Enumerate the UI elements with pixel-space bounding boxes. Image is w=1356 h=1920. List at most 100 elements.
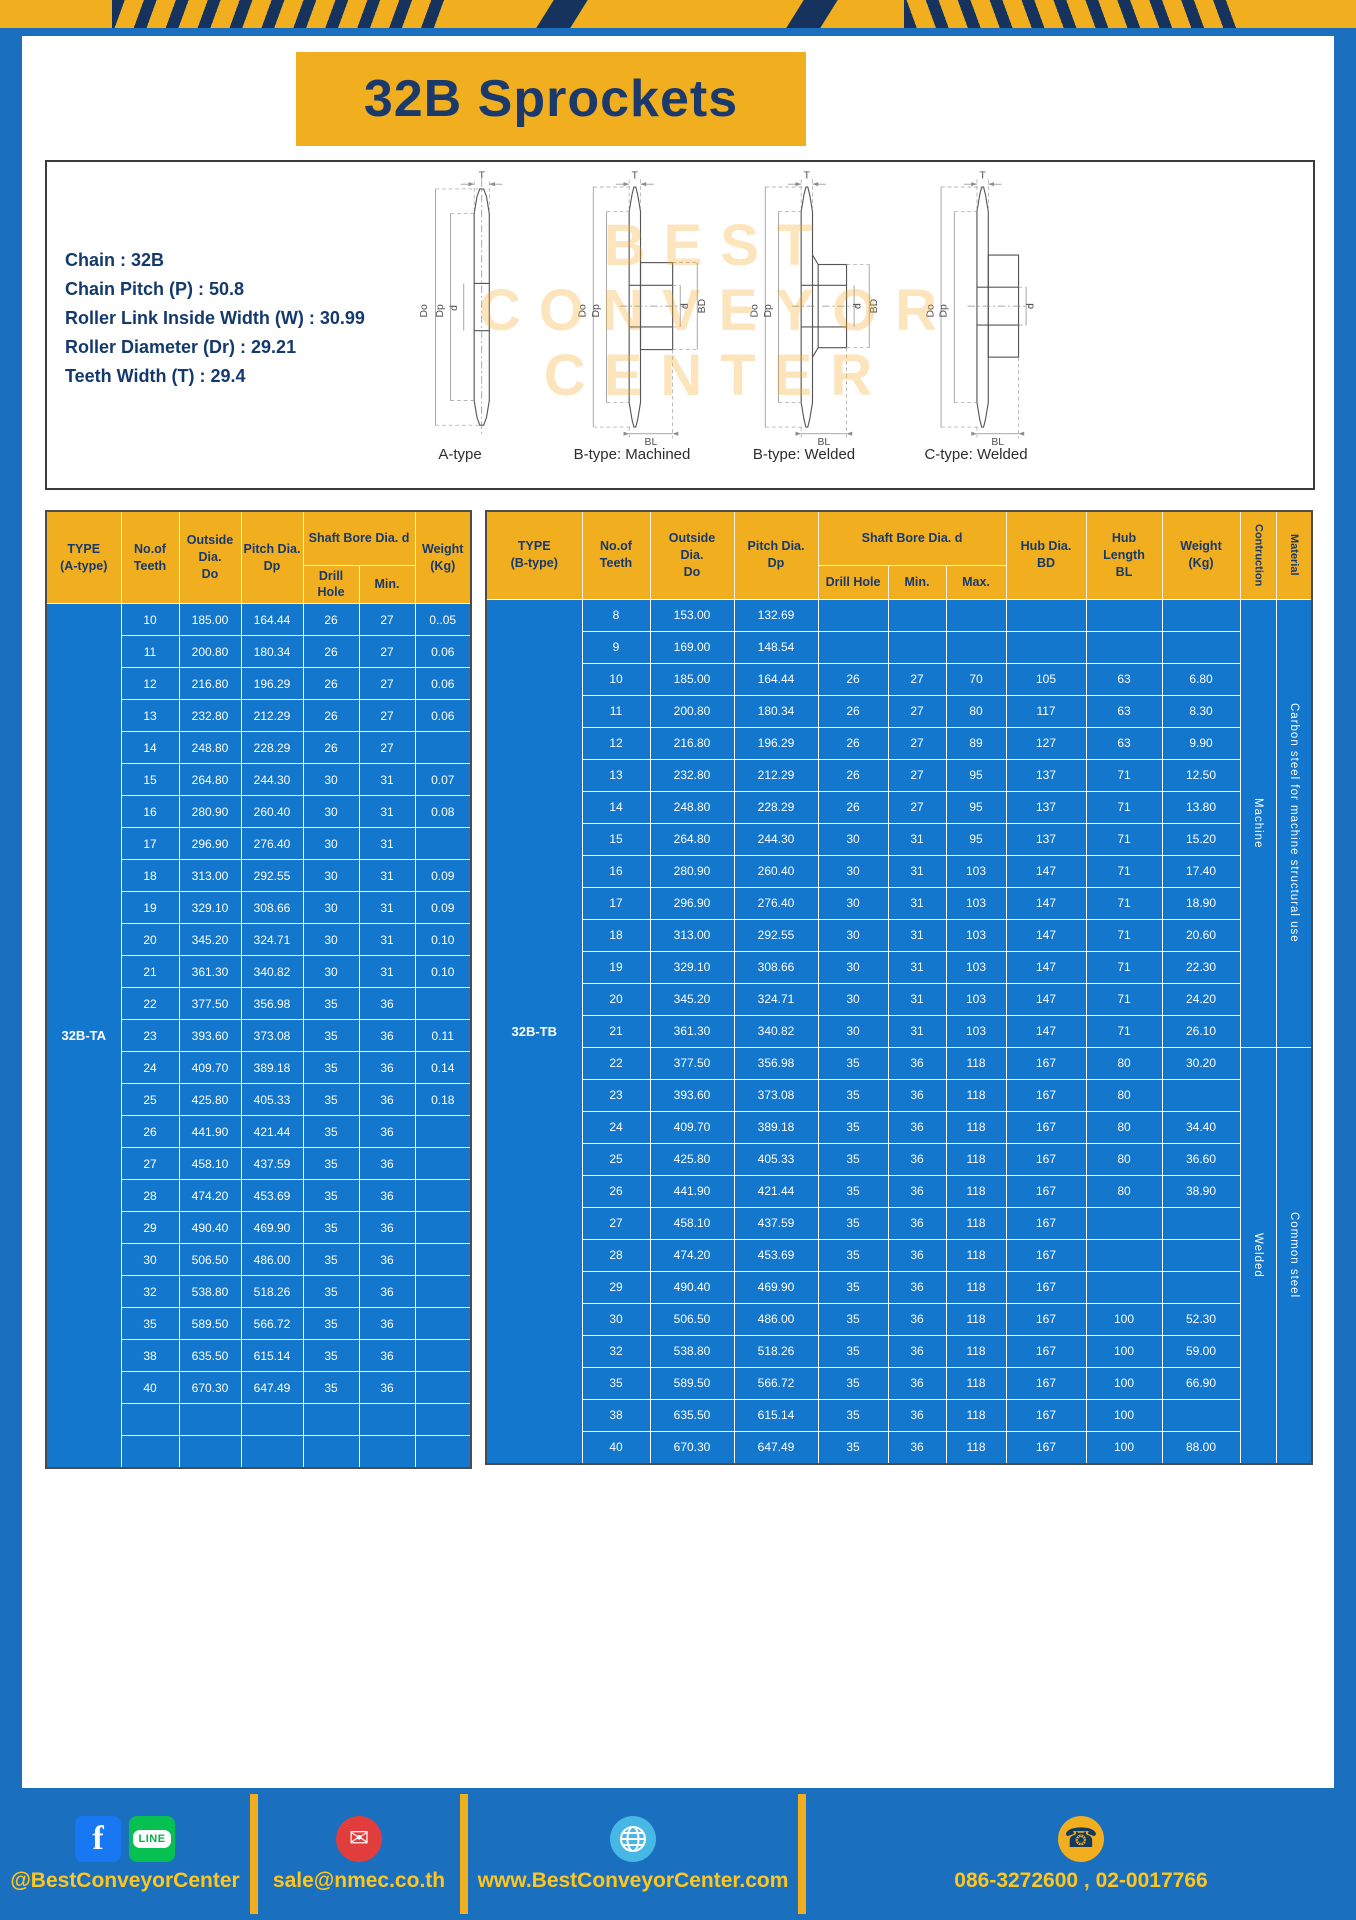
globe-icon[interactable] — [610, 1815, 656, 1862]
diagram-slot-b-type-machined: T Do Dp d — [549, 170, 715, 463]
table-cell: 164.44 — [733, 662, 819, 696]
dim-label: Dp — [435, 304, 446, 317]
table-a-body: 32B-TA 10 185.00 164.44 26 27 0..05 11 200.80 180… — [45, 603, 472, 1469]
table-cell: 31 — [358, 891, 416, 925]
table-cell — [1161, 1206, 1241, 1240]
line-icon-label: LINE — [133, 1829, 171, 1848]
table-cell: 296.90 — [178, 827, 242, 861]
table-cell: 361.30 — [178, 955, 242, 989]
table-cell: 118 — [945, 1302, 1007, 1336]
table-cell: 10 — [581, 662, 651, 696]
table-cell — [414, 1147, 472, 1181]
table-cell: 167 — [1005, 1398, 1087, 1432]
table-cell: 89 — [945, 726, 1007, 760]
line-icon[interactable]: LINE — [129, 1815, 175, 1862]
table-row: 32 538.80 518.26 35 36 — [46, 1275, 472, 1309]
facebook-icon[interactable]: f — [75, 1815, 121, 1862]
table-cell: 23 — [120, 1019, 180, 1053]
table-cell: 17 — [581, 886, 651, 920]
table-cell: 228.29 — [240, 731, 304, 765]
table-row: 15 264.80 244.30 30 31 95 137 71 15.20 — [486, 822, 1312, 856]
table-cell: 409.70 — [178, 1051, 242, 1085]
table-cell: 36 — [887, 1366, 947, 1400]
table-cell: 31 — [358, 827, 416, 861]
table-cell: 29 — [120, 1211, 180, 1245]
diagram-label: B-type: Welded — [752, 446, 856, 463]
table-cell: 15 — [120, 763, 180, 797]
website-url[interactable]: www.BestConveyorCenter.com — [477, 1868, 789, 1892]
table-cell: 453.69 — [240, 1179, 304, 1213]
table-cell: 118 — [945, 1430, 1007, 1464]
diagram-slot-b-type-welded: T Do Dp d BD — [721, 170, 887, 463]
globe-glyph — [620, 1825, 646, 1852]
table-cell: 31 — [887, 918, 947, 952]
dim-label: Do — [750, 304, 761, 317]
table-cell: 38 — [581, 1398, 651, 1432]
footer-divider — [250, 1794, 258, 1914]
table-cell — [302, 1403, 360, 1437]
table-cell: 132.69 — [733, 598, 819, 632]
phone-icon[interactable]: ☎ — [1058, 1815, 1104, 1862]
table-cell: 118 — [945, 1270, 1007, 1304]
table-cell: 409.70 — [649, 1110, 735, 1144]
table-cell: 118 — [945, 1366, 1007, 1400]
social-handle[interactable]: @BestConveyorCenter — [10, 1868, 240, 1892]
table-cell: 14 — [581, 790, 651, 824]
table-cell: 19 — [581, 950, 651, 984]
table-cell — [414, 1243, 472, 1277]
table-cell: 30.20 — [1161, 1046, 1241, 1080]
table-row: 22 377.50 356.98 35 36 118 167 80 30.20 Welded Com… — [486, 1046, 1313, 1464]
table-cell: 15 — [581, 822, 651, 856]
table-cell: 589.50 — [649, 1366, 735, 1400]
phone-numbers[interactable]: 086-3272600 , 02-0017766 — [954, 1868, 1208, 1892]
col-header-drill-hole: Drill Hole — [817, 564, 889, 600]
table-row: 23 393.60 373.08 35 36 118 167 80 — [486, 1078, 1312, 1112]
table-cell: 356.98 — [240, 987, 304, 1021]
table-cell: 36 — [887, 1110, 947, 1144]
table-cell — [817, 630, 889, 664]
col-header-weight: Weight (Kg) — [414, 510, 472, 605]
table-cell — [817, 598, 889, 632]
table-row: 16 280.90 260.40 30 31 103 147 71 17.40 — [486, 854, 1312, 888]
table-cell: 10 — [120, 603, 180, 637]
table-cell: 340.82 — [240, 955, 304, 989]
table-cell — [358, 1403, 416, 1437]
table-cell: 118 — [945, 1206, 1007, 1240]
table-cell: 248.80 — [178, 731, 242, 765]
table-row: 14 248.80 228.29 26 27 95 137 71 13.80 — [486, 790, 1312, 824]
table-cell: 200.80 — [178, 635, 242, 669]
table-cell — [1161, 1398, 1241, 1432]
table-cell: 80 — [1085, 1078, 1163, 1112]
table-cell: 35 — [817, 1142, 889, 1176]
table-row: 18 313.00 292.55 30 31 103 147 71 20.60 — [486, 918, 1312, 952]
table-cell: 244.30 — [733, 822, 819, 856]
table-cell: 36 — [358, 987, 416, 1021]
sprocket-diagram-c-type-welded: T Do Dp d — [925, 171, 1036, 446]
table-row: 11 200.80 180.34 26 27 80 117 63 8.30 — [486, 694, 1312, 728]
table-cell: 26 — [120, 1115, 180, 1149]
table-row: 25 425.80 405.33 35 36 0.18 — [46, 1083, 472, 1117]
page-content: 32B Sprockets BEST CONVEYOR CENTER Chain… — [22, 36, 1334, 1788]
table-cell: 373.08 — [240, 1019, 304, 1053]
table-cell: 40 — [120, 1371, 180, 1405]
table-cell: 15.20 — [1161, 822, 1241, 856]
table-cell: 18.90 — [1161, 886, 1241, 920]
dim-label: Dp — [939, 304, 950, 317]
table-cell: 36 — [358, 1115, 416, 1149]
page-title: 32B Sprockets — [363, 70, 739, 128]
email-address[interactable]: sale@nmec.co.th — [272, 1868, 446, 1892]
table-cell: 71 — [1085, 950, 1163, 984]
table-row: 40 670.30 647.49 35 36 118 167 100 88.00 — [486, 1430, 1312, 1464]
email-icon[interactable]: ✉ — [336, 1815, 382, 1862]
table-row: 29 490.40 469.90 35 36 118 167 — [486, 1270, 1312, 1304]
table-cell: 35 — [817, 1174, 889, 1208]
table-cell: 27 — [358, 731, 416, 765]
table-cell: 71 — [1085, 758, 1163, 792]
table-cell: 0..05 — [414, 603, 472, 637]
table-cell: 345.20 — [178, 923, 242, 957]
table-cell: 437.59 — [733, 1206, 819, 1240]
table-cell — [1085, 1206, 1163, 1240]
table-cell: 670.30 — [649, 1430, 735, 1464]
table-cell: 280.90 — [649, 854, 735, 888]
table-row: 12 216.80 196.29 26 27 89 127 63 9.90 — [486, 726, 1312, 760]
